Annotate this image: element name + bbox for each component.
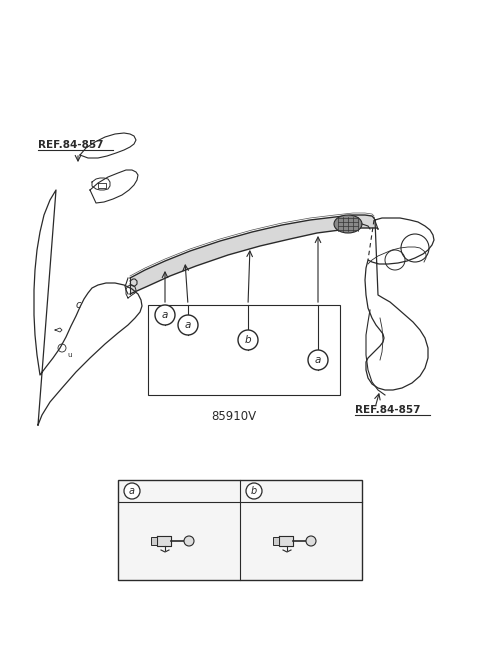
Text: b: b [245, 335, 252, 345]
Circle shape [308, 350, 328, 370]
Text: 85955A: 85955A [268, 486, 311, 496]
Bar [273, 537, 279, 545]
Text: u: u [68, 352, 72, 358]
Text: 85910V: 85910V [211, 410, 257, 423]
Text: REF.84-857: REF.84-857 [38, 140, 104, 150]
Circle shape [238, 330, 258, 350]
Circle shape [306, 536, 316, 546]
Ellipse shape [334, 215, 362, 233]
Circle shape [155, 305, 175, 325]
Circle shape [178, 315, 198, 335]
Bar [118, 480, 362, 580]
Circle shape [246, 483, 262, 499]
Text: a: a [185, 320, 191, 330]
Bar [151, 537, 157, 545]
Text: REF.84-857: REF.84-857 [355, 405, 420, 415]
Circle shape [184, 536, 194, 546]
Text: 85920E: 85920E [146, 486, 188, 496]
Text: c: c [75, 300, 81, 310]
Polygon shape [130, 215, 378, 294]
Circle shape [124, 483, 140, 499]
Text: a: a [129, 486, 135, 496]
Bar [148, 305, 340, 395]
Text: a: a [162, 310, 168, 320]
Text: b: b [251, 486, 257, 496]
Text: a: a [315, 355, 321, 365]
